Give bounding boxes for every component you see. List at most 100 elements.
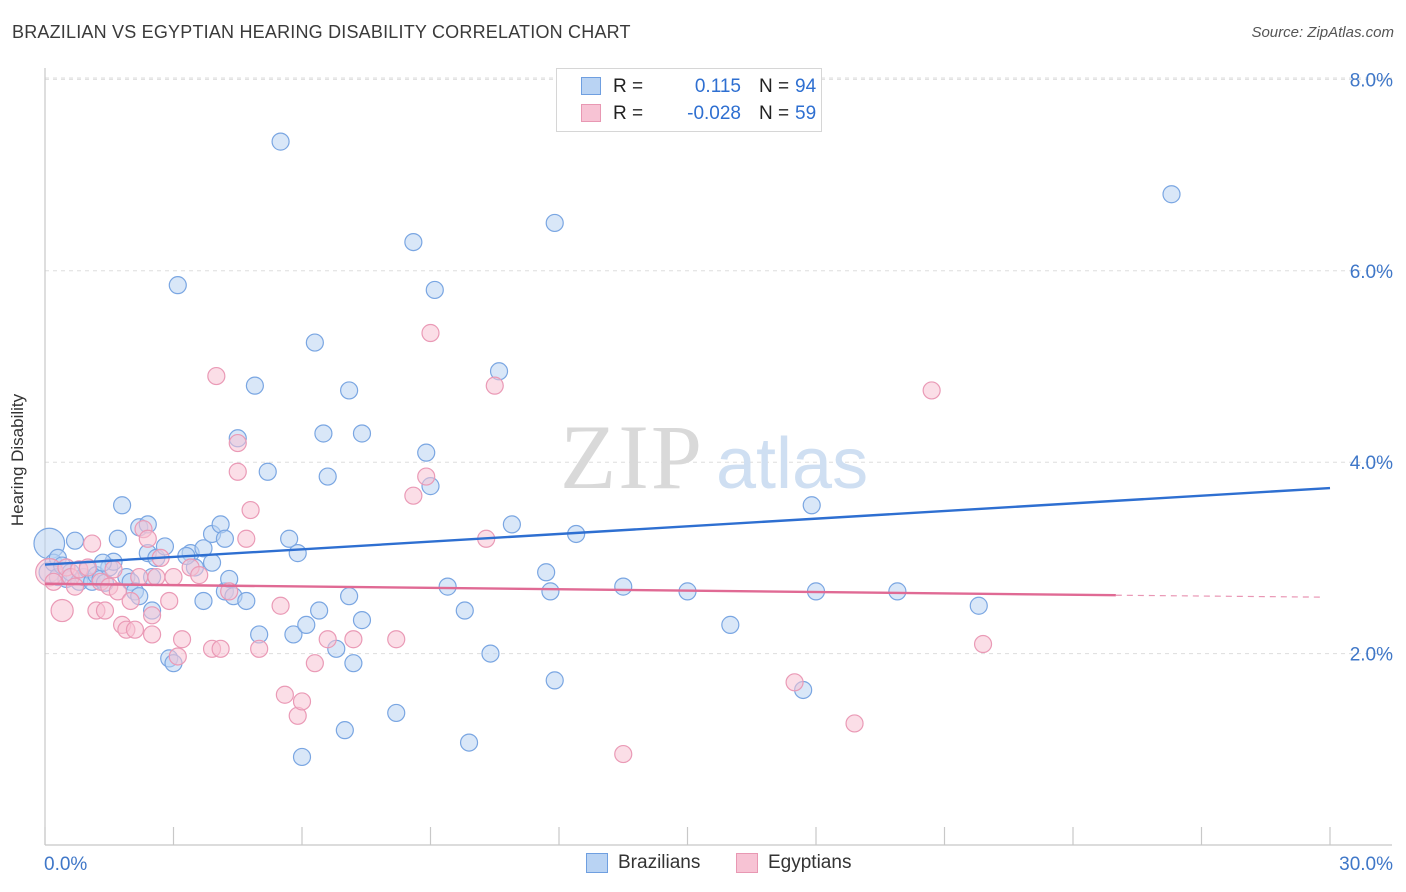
correlation-legend: R = 0.115 N = 94 R = -0.028 N = 59 <box>556 68 822 132</box>
legend-r-label: R = <box>613 103 644 124</box>
brazilian-point <box>537 563 556 582</box>
brazilian-point <box>481 644 500 663</box>
watermark-atlas: atlas <box>716 424 868 504</box>
brazilian-point <box>340 381 359 400</box>
grid-lines <box>45 77 1392 655</box>
egyptian-point <box>104 560 123 579</box>
egyptian-point <box>211 639 230 658</box>
brazilian-point <box>258 462 277 481</box>
brazilian-point <box>318 467 337 486</box>
brazilian-point <box>438 577 457 596</box>
egyptian-point <box>147 567 166 587</box>
legend-swatch-pink <box>736 853 758 873</box>
y-tick-label: 4.0% <box>1350 453 1393 474</box>
egyptian-point <box>785 673 804 692</box>
legend-n-value: 59 <box>795 103 817 124</box>
x-tick-label: 30.0% <box>1339 854 1393 875</box>
brazilian-point <box>280 529 299 548</box>
brazilian-point <box>288 544 307 563</box>
brazilian-point <box>344 654 363 673</box>
egyptian-point <box>421 323 440 343</box>
legend-swatch-blue <box>581 77 601 95</box>
egyptian-point <box>142 625 162 644</box>
chart-title: BRAZILIAN VS EGYPTIAN HEARING DISABILITY… <box>12 22 631 42</box>
brazilian-point <box>614 577 633 596</box>
trend-line-brazilians <box>44 486 1331 566</box>
brazilian-point <box>455 601 474 620</box>
brazilian-point <box>721 615 740 634</box>
egyptian-point <box>108 582 127 601</box>
brazilian-point <box>168 276 187 295</box>
brazilian-point <box>425 280 444 300</box>
legend-swatch-blue <box>586 853 608 873</box>
legend-r-label: R = <box>613 76 644 97</box>
egyptian-point <box>207 366 226 386</box>
brazilian-point <box>888 582 907 601</box>
brazilian-point <box>194 591 213 611</box>
brazilian-point <box>352 424 372 443</box>
brazilian-point <box>305 333 324 352</box>
series-egyptians-points <box>35 323 993 764</box>
brazilian-point <box>271 132 290 151</box>
brazilian-point <box>292 747 312 767</box>
brazilian-point <box>969 596 988 615</box>
source-credit: Source: ZipAtlas.com <box>1251 24 1394 41</box>
brazilian-point <box>545 213 564 233</box>
brazilian-point <box>1162 185 1181 204</box>
brazilian-point <box>340 587 359 606</box>
egyptian-point <box>275 685 294 704</box>
brazilian-point <box>545 671 564 690</box>
watermark: ZIP atlas <box>560 406 868 508</box>
brazilian-point <box>404 232 423 252</box>
legend-n-label: N = <box>759 76 790 97</box>
y-tick-label: 6.0% <box>1350 262 1393 283</box>
egyptian-point <box>220 582 239 601</box>
egyptian-point <box>95 601 115 620</box>
brazilian-point <box>215 529 234 548</box>
egyptian-point <box>241 500 260 520</box>
brazilian-point <box>335 721 354 740</box>
trend-line-egyptians-extrapolated <box>1115 594 1322 598</box>
egyptian-point <box>121 591 140 611</box>
egyptian-point <box>318 630 337 649</box>
brazilian-point <box>108 529 127 548</box>
trend-lines <box>44 486 1331 598</box>
brazilian-point <box>802 496 821 515</box>
brazilian-point <box>237 591 256 611</box>
legend-n-value: 94 <box>795 76 817 97</box>
egyptian-point <box>237 529 256 548</box>
egyptian-point <box>50 598 74 623</box>
trend-line-egyptians <box>44 582 1116 597</box>
legend-label-egyptians: Egyptians <box>768 852 852 873</box>
brazilian-point <box>297 615 316 634</box>
y-tick-label: 2.0% <box>1350 645 1393 666</box>
egyptian-point <box>292 692 312 711</box>
egyptian-point <box>160 591 179 611</box>
brazilian-point <box>541 582 560 601</box>
egyptian-point <box>614 744 633 764</box>
egyptian-point <box>228 433 247 453</box>
brazilian-point <box>284 625 303 644</box>
x-tick-label: 0.0% <box>44 854 87 875</box>
legend-swatch-pink <box>581 104 601 122</box>
brazilian-point <box>310 601 329 620</box>
egyptian-point <box>250 639 269 658</box>
legend-r-value: 0.115 <box>694 76 741 97</box>
brazilian-point <box>65 531 85 550</box>
egyptian-point <box>168 647 187 666</box>
tick-labels: 2.0% 4.0% 6.0% 8.0% 0.0% 30.0% <box>44 70 1393 875</box>
egyptian-point <box>973 634 993 654</box>
brazilian-point <box>194 539 213 558</box>
egyptian-point <box>845 714 864 733</box>
watermark-zip: ZIP <box>560 406 704 508</box>
egyptian-point <box>417 467 436 486</box>
brazilian-point <box>112 496 132 515</box>
egyptian-point <box>271 596 290 615</box>
egyptian-point <box>172 630 192 649</box>
egyptian-point <box>344 630 363 649</box>
brazilian-point <box>245 376 264 395</box>
axes <box>44 68 1392 846</box>
brazilian-point <box>417 443 436 462</box>
brazilian-point <box>502 515 521 534</box>
